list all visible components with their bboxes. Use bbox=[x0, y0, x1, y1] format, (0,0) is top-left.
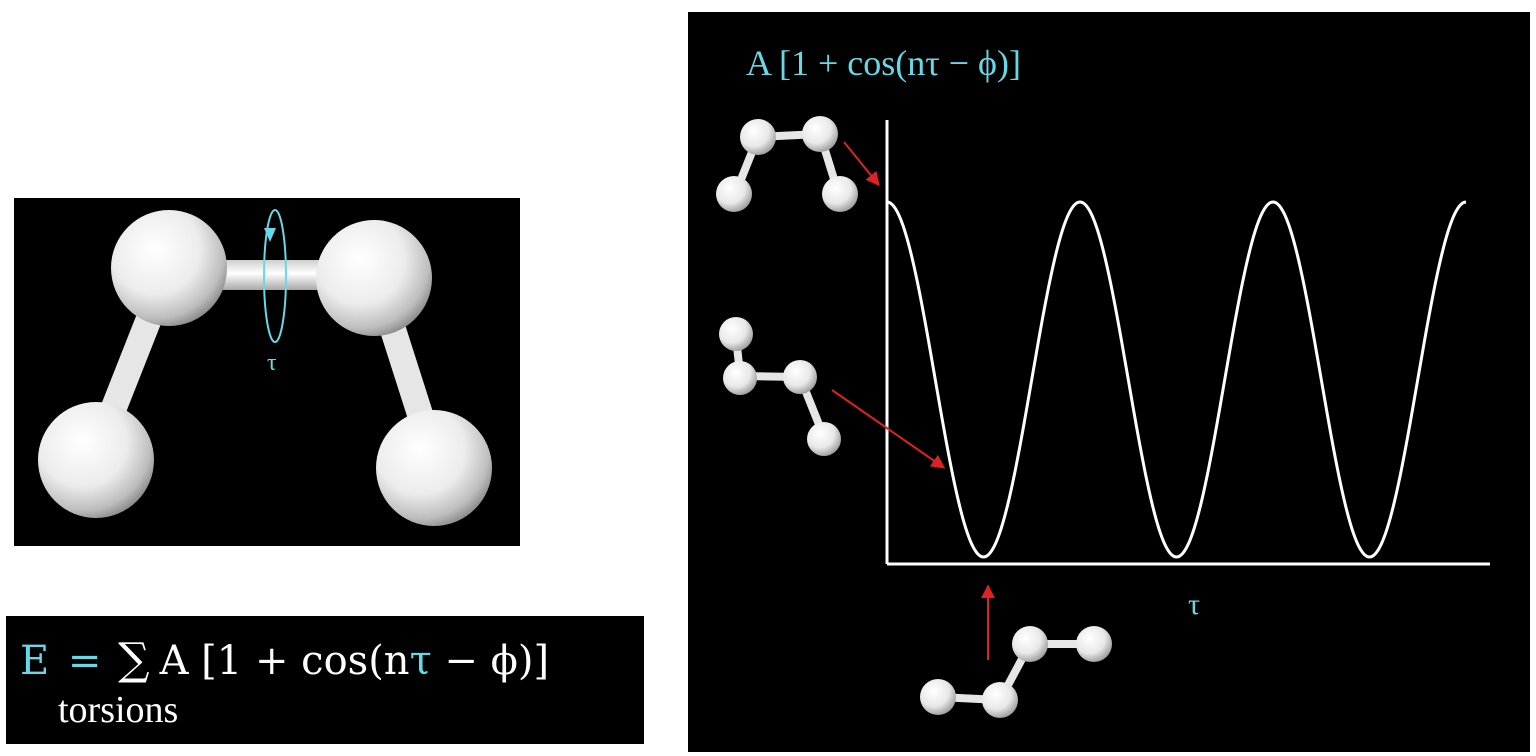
equation-panel: E = ∑ A [1 + cos(nτ − ϕ)] torsions bbox=[6, 616, 644, 744]
gauche-conformer bbox=[719, 317, 841, 456]
bond-center bbox=[214, 260, 334, 290]
torsion-rotation-icon bbox=[263, 209, 287, 343]
molecule-diagram: τ bbox=[38, 209, 492, 526]
energy-curve bbox=[886, 200, 1467, 559]
torsion-label: τ bbox=[267, 350, 277, 376]
sum-symbol: ∑ bbox=[118, 634, 150, 685]
eclipsed-conformer bbox=[716, 116, 858, 212]
plot-title: A [1 + cos(nτ − ϕ)] bbox=[746, 43, 1021, 83]
arrow-eclipsed bbox=[843, 141, 880, 187]
atom-bottom-left bbox=[38, 402, 154, 518]
plot-panel: A [1 + cos(nτ − ϕ)] τ bbox=[688, 12, 1530, 752]
rotation-arrowhead-icon bbox=[264, 228, 276, 242]
equation-rhs-tau: τ bbox=[409, 638, 432, 684]
equation-lhs: E bbox=[20, 638, 50, 684]
sum-subscript: torsions bbox=[58, 689, 179, 731]
equation-rhs-suffix: − ϕ)] bbox=[431, 638, 550, 684]
staggered-conformer bbox=[920, 626, 1112, 718]
equation-equals: = bbox=[67, 638, 102, 684]
atom-top-right bbox=[316, 220, 432, 336]
arrow-gauche bbox=[831, 389, 946, 469]
molecule-panel: τ bbox=[14, 198, 520, 546]
torsion-energy-plot: τ bbox=[716, 116, 1490, 718]
x-axis-label: τ bbox=[1188, 588, 1200, 621]
equation-rhs-prefix: A [1 + cos(n bbox=[159, 638, 410, 684]
energy-equation: E = ∑ A [1 + cos(nτ − ϕ)] bbox=[20, 634, 549, 685]
atom-bottom-right bbox=[376, 410, 492, 526]
atom-top-left bbox=[111, 210, 227, 326]
